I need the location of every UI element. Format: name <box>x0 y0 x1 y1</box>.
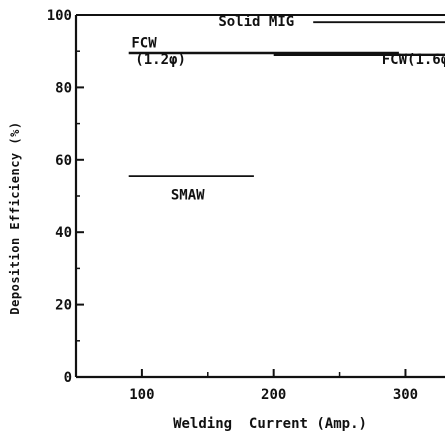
series-annotation: FCW(1.6φ) <box>382 52 445 68</box>
x-tick-label: 100 <box>129 387 154 403</box>
y-tick-label: 40 <box>55 225 72 241</box>
series-annotation: SMAW <box>171 188 205 204</box>
x-tick-label: 200 <box>261 387 286 403</box>
x-tick-label: 300 <box>393 387 418 403</box>
y-axis-title: Deposition Efficiency (%) <box>8 121 22 314</box>
series-annotation: Solid MIG <box>218 14 294 30</box>
plot-area: 0 20 40 60 80 100 100 200 300 Solid MIG FCW(1.2φ) F… <box>47 8 445 403</box>
series-annotation: (1.2φ) <box>135 52 186 68</box>
y-tick-label: 60 <box>55 153 72 169</box>
y-tick-label: 0 <box>64 370 72 386</box>
y-tick-label: 100 <box>47 8 72 24</box>
y-tick-label: 80 <box>55 80 72 96</box>
y-tick-label: 20 <box>55 298 72 314</box>
x-axis-title: Welding Current (Amp.) <box>173 416 367 432</box>
series-annotation: FCW <box>131 36 157 52</box>
